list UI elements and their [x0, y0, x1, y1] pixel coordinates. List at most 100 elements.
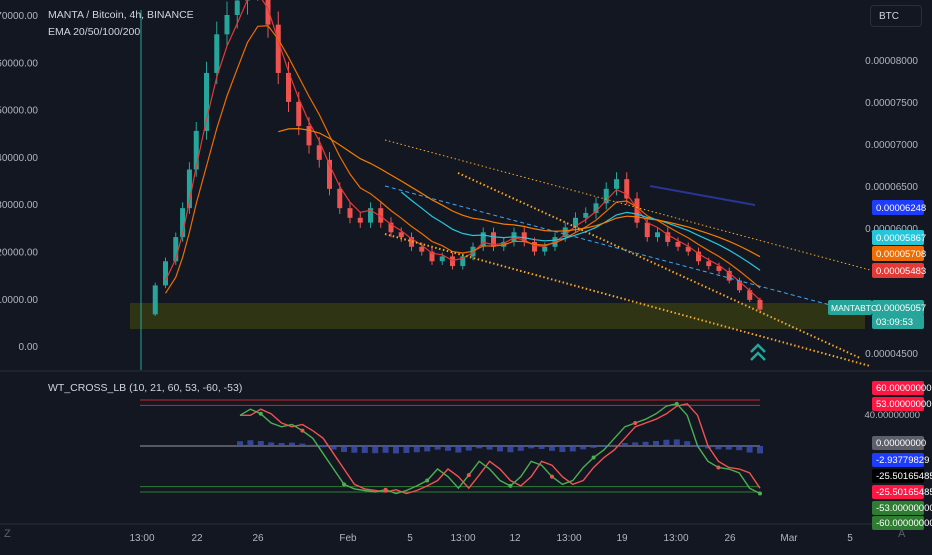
- candle-body: [614, 179, 619, 189]
- candle-body: [224, 15, 230, 35]
- price-label-text: 03:09:53: [876, 317, 913, 328]
- osc-histogram-bar: [736, 446, 743, 451]
- candle-body: [706, 261, 712, 267]
- osc-label-bg: [872, 397, 924, 411]
- candle-body: [450, 256, 455, 267]
- x-axis-tick: 13:00: [663, 533, 688, 544]
- left-axis-tick: 40000.00: [0, 153, 38, 164]
- price-label-bg: [872, 246, 924, 261]
- x-axis-tick: Mar: [780, 533, 798, 544]
- osc-histogram-bar: [715, 446, 722, 450]
- right-axis-tick: 0.00006000: [865, 224, 918, 235]
- osc-axis-tick: 40.00000000: [865, 410, 920, 421]
- price-label-text: 0.00005483: [876, 266, 926, 277]
- candle-body: [419, 246, 425, 252]
- osc-histogram-bar: [361, 446, 368, 453]
- candle-body: [624, 179, 630, 199]
- osc-histogram-bar: [569, 446, 576, 452]
- osc-histogram-bar: [507, 446, 514, 453]
- osc-histogram-bar: [278, 443, 285, 446]
- x-axis-tick: 5: [847, 533, 853, 544]
- osc-histogram-bar: [372, 446, 379, 454]
- candle-body: [726, 270, 732, 281]
- osc-label-bg: [872, 516, 924, 530]
- candle-body: [603, 188, 609, 204]
- candle-body: [152, 285, 158, 315]
- osc-histogram-bar: [601, 446, 607, 447]
- osc-label-bg: [872, 501, 924, 515]
- cross-dot: [591, 455, 596, 460]
- candle-body: [388, 222, 394, 233]
- osc-label-bg: [872, 485, 924, 499]
- candle-body: [532, 241, 537, 252]
- inner-trendline: [457, 172, 861, 359]
- price-label-bg: [872, 314, 924, 329]
- osc-histogram-bar: [611, 444, 618, 446]
- indicator-legend: EMA 20/50/100/200: [48, 26, 141, 38]
- osc-histogram-bar: [330, 446, 337, 450]
- osc-label-text: -25.50165485: [876, 487, 932, 498]
- osc-histogram-bar: [445, 446, 451, 451]
- candle-body: [173, 237, 179, 262]
- osc-histogram-bar: [549, 446, 555, 451]
- ema20-line: [164, 0, 761, 301]
- symbol-title: MANTA / Bitcoin, 4h, BINANCE: [48, 9, 194, 21]
- candle-body: [398, 232, 404, 238]
- osc-histogram-bar: [580, 446, 587, 450]
- osc-label-text: -2.93779829: [876, 455, 929, 466]
- candle-body: [296, 101, 302, 127]
- osc-histogram-bar: [434, 446, 441, 450]
- candle-body: [286, 72, 291, 102]
- osc-histogram-bar: [351, 446, 358, 453]
- osc-histogram-bar: [486, 446, 493, 450]
- candle-body: [368, 208, 373, 223]
- osc-label-text: -53.00000000: [876, 503, 932, 514]
- candle-body: [439, 256, 445, 262]
- candle-body: [583, 212, 589, 218]
- osc-histogram-bar: [476, 446, 483, 449]
- candle-body: [675, 241, 681, 247]
- wt2-line: [240, 403, 761, 495]
- cross-dot: [758, 491, 762, 496]
- wt1-line: [239, 403, 761, 495]
- cross-dot: [508, 483, 513, 488]
- osc-histogram-bar: [289, 442, 295, 446]
- candle-body: [644, 222, 650, 238]
- bottom-right-icon[interactable]: A: [898, 528, 906, 540]
- ema50-line: [164, 25, 761, 294]
- left-axis-tick: 50000.00: [0, 106, 38, 117]
- price-label-text: 0.00005867: [876, 233, 926, 244]
- osc-histogram-bar: [257, 440, 264, 446]
- symbol-tag-bg: [828, 300, 872, 315]
- cross-dot: [425, 478, 430, 483]
- blue-segment: [649, 185, 756, 206]
- right-axis-tick: 0.00006500: [865, 182, 918, 193]
- left-axis-tick: 60000.00: [0, 58, 38, 69]
- osc-histogram-bar: [684, 441, 691, 446]
- cross-dot: [716, 465, 721, 470]
- candle-body: [163, 261, 168, 286]
- candle-body: [186, 169, 192, 209]
- price-label-text: 0.00005708: [876, 249, 926, 260]
- osc-label-text: 0.00000000: [876, 438, 926, 449]
- currency-button[interactable]: BTC: [870, 5, 922, 27]
- candle-body: [634, 198, 640, 223]
- price-label-bg: [872, 200, 924, 215]
- osc-label-bg: [872, 469, 924, 483]
- osc-histogram-bar: [559, 446, 566, 452]
- osc-histogram-bar: [663, 439, 670, 446]
- candle-body: [265, 0, 271, 25]
- x-axis-tick: 5: [407, 533, 413, 544]
- osc-histogram-bar: [517, 446, 524, 451]
- bottom-left-icon[interactable]: Z: [4, 528, 11, 540]
- candle-body: [562, 227, 568, 238]
- osc-histogram-bar: [309, 444, 316, 446]
- candle-body: [685, 246, 691, 252]
- osc-histogram-bar: [590, 446, 597, 448]
- x-axis-tick: 26: [724, 533, 736, 544]
- candle-body: [460, 256, 466, 267]
- price-label-bg: [872, 263, 924, 278]
- left-axis-tick: 20000.00: [0, 248, 38, 259]
